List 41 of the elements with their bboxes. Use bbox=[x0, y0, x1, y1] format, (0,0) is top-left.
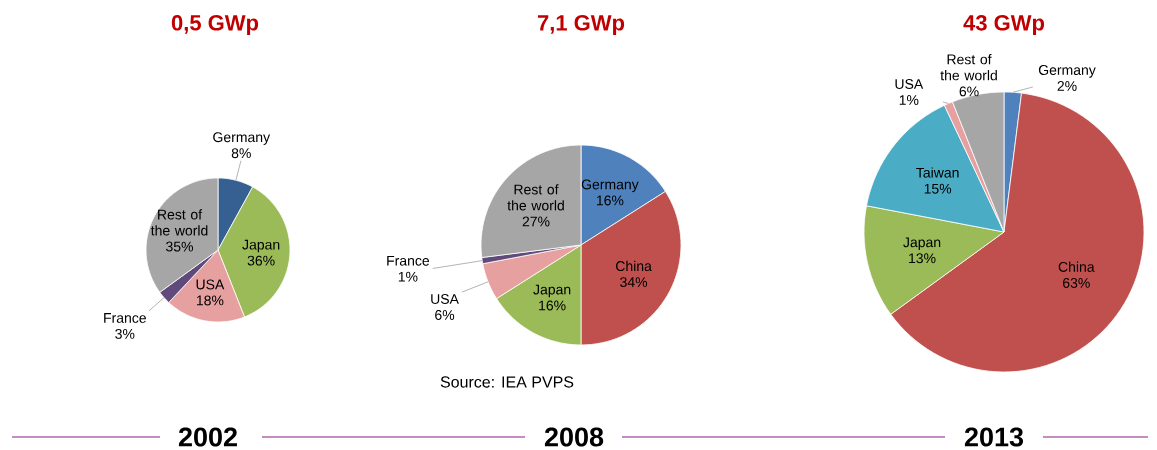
data-label: 34% bbox=[620, 277, 648, 288]
data-label: 6% bbox=[435, 310, 455, 320]
text: 2002 bbox=[178, 427, 237, 447]
slice-label: Rest of the world bbox=[507, 184, 564, 211]
data-label: 63% bbox=[1063, 277, 1090, 288]
slice-label: USA bbox=[196, 279, 225, 290]
text: 2008 bbox=[544, 427, 604, 447]
data-label: 1% bbox=[398, 271, 418, 282]
slice-label: Germany bbox=[213, 132, 271, 145]
data-label: 2% bbox=[1057, 81, 1077, 91]
chart-title: 43 GWp bbox=[963, 15, 1045, 35]
chart-title: 7,1 GWp bbox=[537, 15, 625, 35]
slice-label: Rest of the world bbox=[940, 54, 997, 81]
slice-label: Rest of the world bbox=[150, 209, 208, 236]
data-label: 36% bbox=[247, 255, 275, 266]
data-label: 6% bbox=[959, 86, 979, 97]
slice-label: Germany bbox=[581, 179, 639, 193]
slice-label: USA bbox=[431, 294, 459, 304]
slice-label: France bbox=[387, 255, 430, 266]
slice-label: USA bbox=[895, 79, 924, 89]
data-label: 35% bbox=[166, 241, 194, 252]
data-label: 15% bbox=[924, 183, 952, 194]
data-label: 18% bbox=[196, 295, 224, 306]
data-label: 13% bbox=[909, 253, 936, 264]
slice-label: China bbox=[1058, 261, 1095, 272]
slice-label: Japan bbox=[533, 284, 571, 298]
slice-label: Japan bbox=[903, 237, 941, 250]
data-label: 3% bbox=[115, 328, 135, 339]
slice-label: Japan bbox=[242, 239, 280, 253]
chart-title: 0,5 GWp bbox=[171, 15, 259, 35]
data-label: 8% bbox=[231, 148, 251, 159]
data-label: 1% bbox=[899, 95, 919, 105]
data-label: 16% bbox=[596, 195, 624, 206]
slice-label: France bbox=[104, 313, 146, 323]
slice-label: Taiwan bbox=[916, 167, 959, 178]
text: 2013 bbox=[964, 427, 1024, 447]
data-label: 16% bbox=[539, 300, 566, 311]
source-note: Source: IEA PVPS bbox=[440, 376, 574, 388]
data-label: 27% bbox=[522, 216, 550, 227]
slice-label: Germany bbox=[1038, 65, 1096, 78]
slice-label: China bbox=[616, 260, 652, 272]
